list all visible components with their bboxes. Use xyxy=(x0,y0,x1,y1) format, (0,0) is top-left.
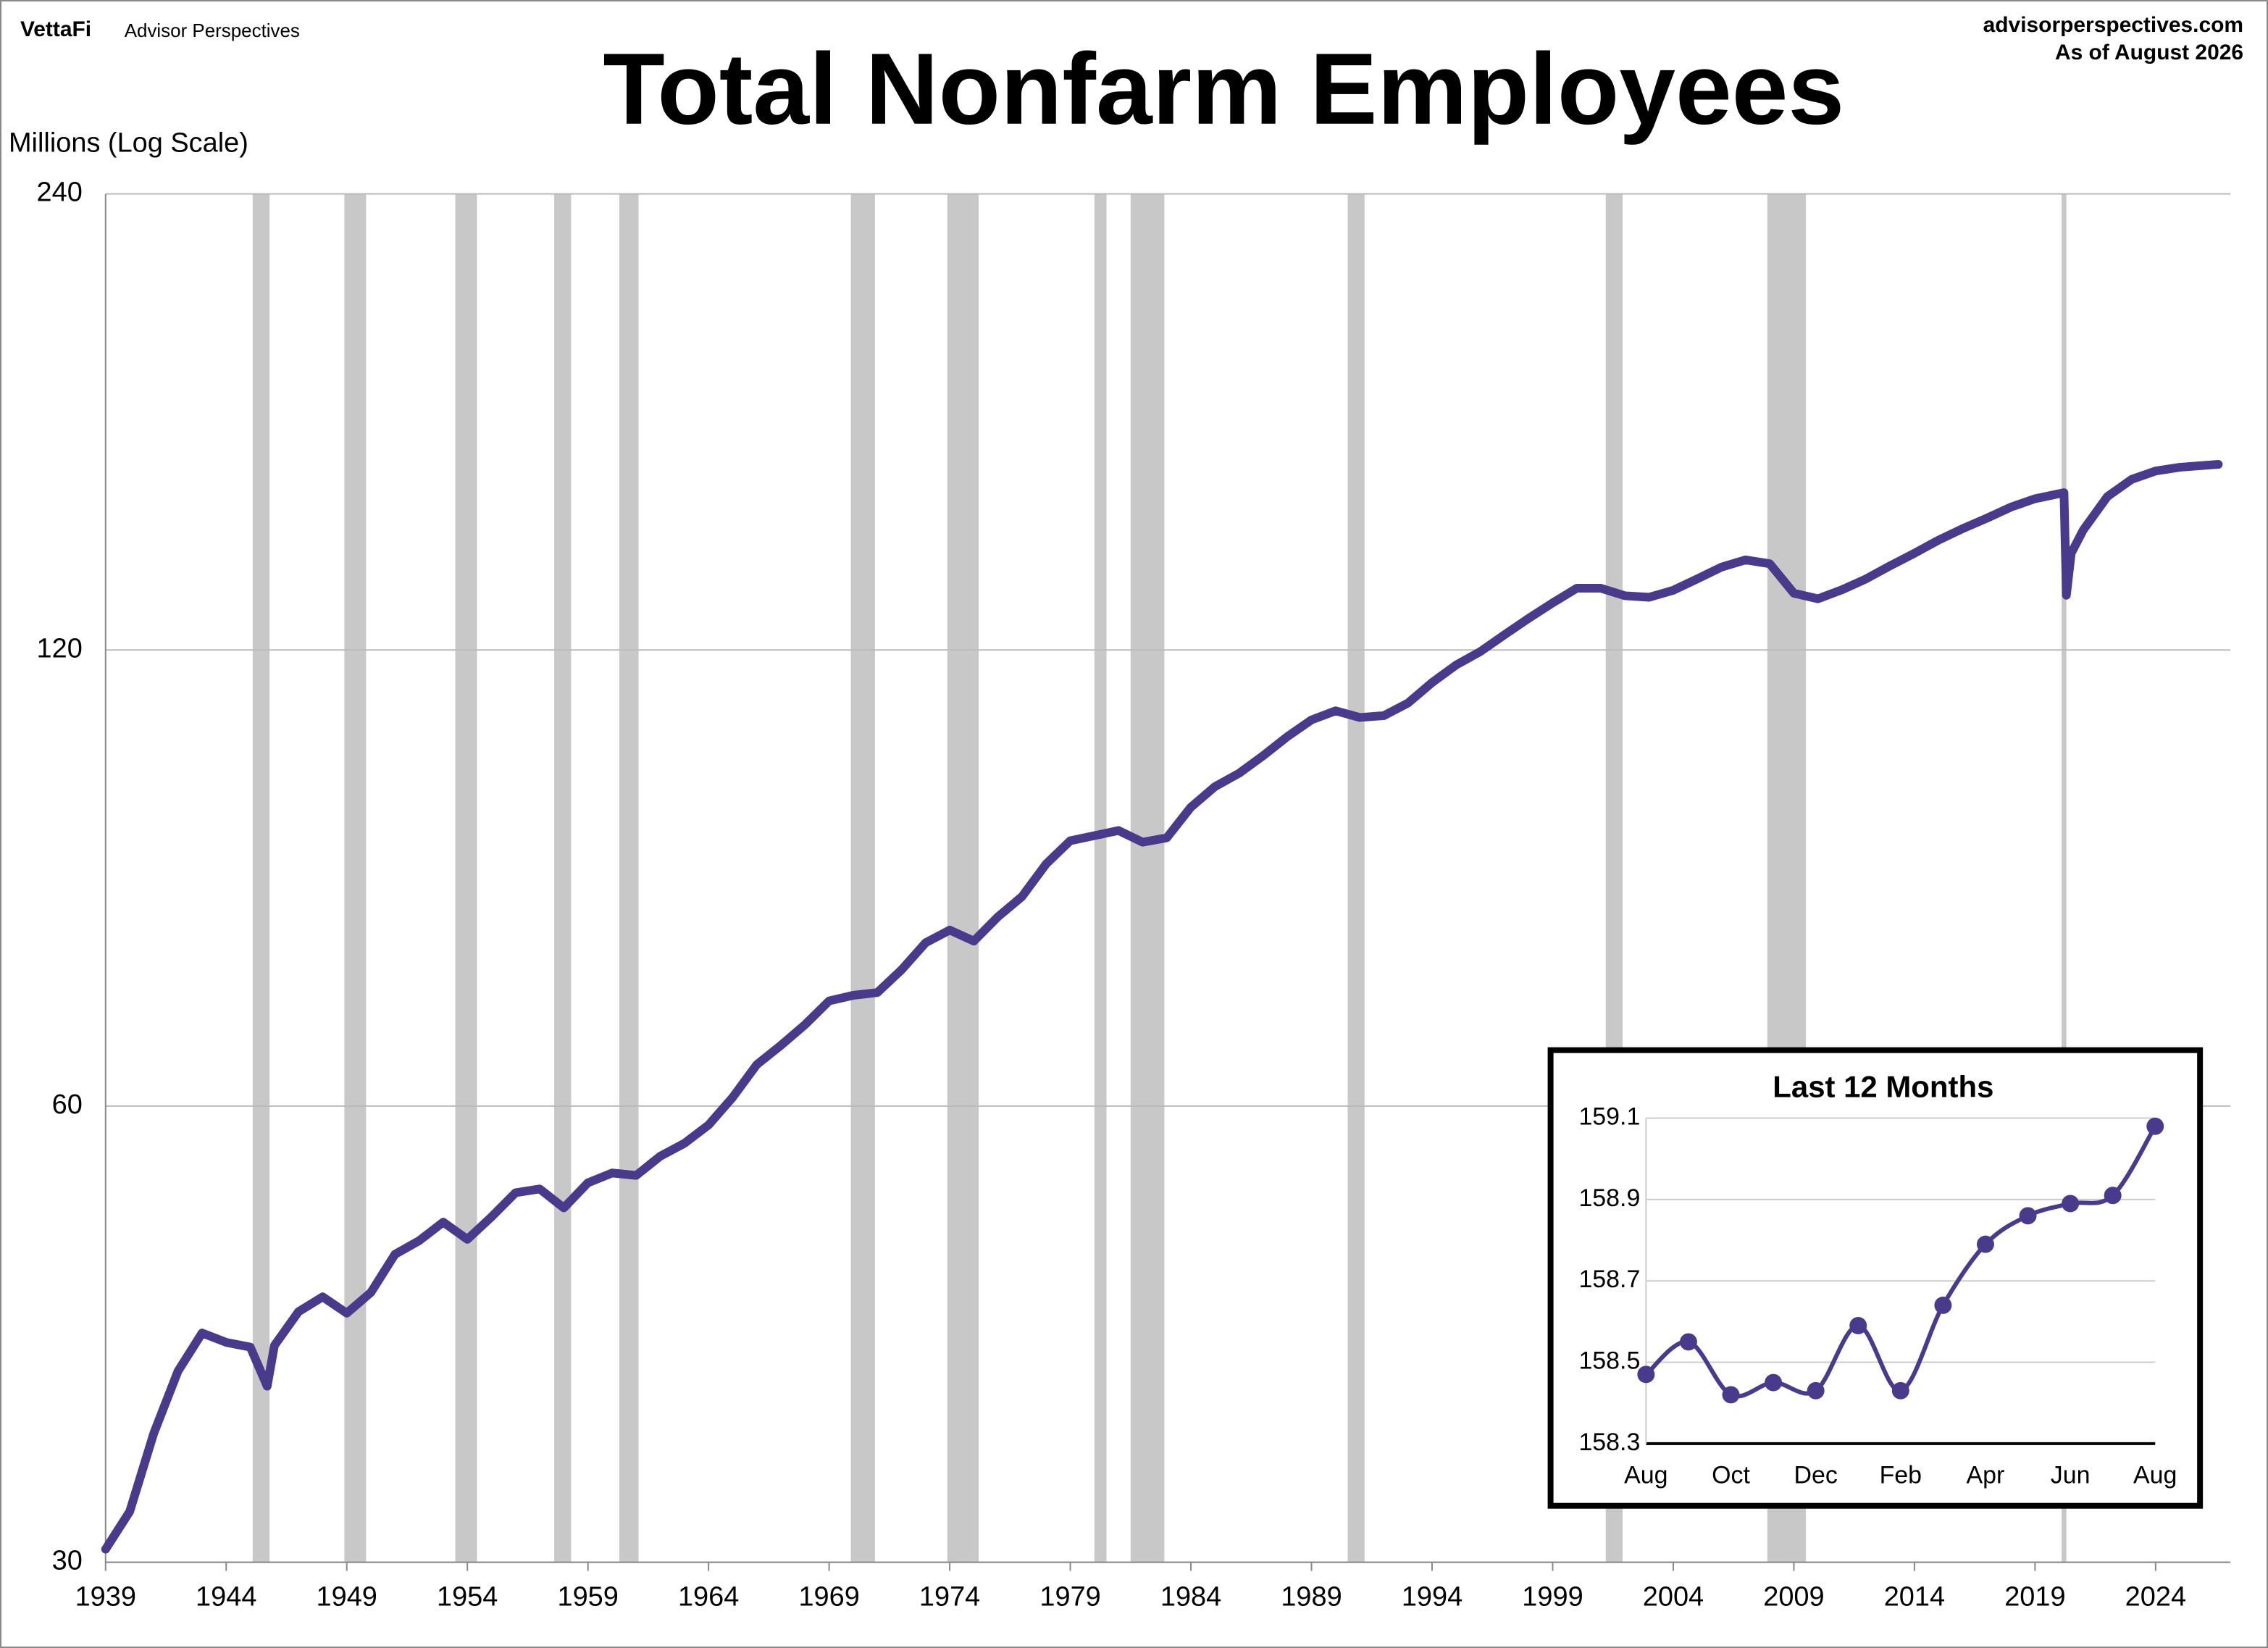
data-line xyxy=(101,460,2223,1554)
x-tick-label: 1939 xyxy=(75,1582,136,1613)
x-tick-label: 1984 xyxy=(1160,1582,1221,1613)
y-tick-label: 159.1 xyxy=(1578,1103,1640,1131)
recession-band xyxy=(2062,193,2067,1563)
x-tick-label: 1999 xyxy=(1522,1582,1583,1613)
data-point xyxy=(1637,1365,1655,1384)
x-tick-label: 2024 xyxy=(2125,1582,2186,1613)
recession-band xyxy=(619,193,639,1563)
x-tick-label: Oct xyxy=(1712,1462,1750,1489)
x-tick-label: 1954 xyxy=(437,1582,498,1613)
x-tick-label: 1964 xyxy=(678,1582,739,1613)
site: advisorperspectives.com xyxy=(1983,13,2243,37)
x-tick-label: Jun xyxy=(2051,1462,2091,1489)
x-tick-label: 1979 xyxy=(1039,1582,1100,1613)
data-point xyxy=(2019,1207,2037,1225)
recession-band xyxy=(455,193,477,1563)
x-tick-label: Dec xyxy=(1794,1462,1837,1489)
data-point xyxy=(1807,1381,1825,1400)
x-tick-label: 1974 xyxy=(919,1582,980,1613)
y-tick-label: 158.7 xyxy=(1578,1266,1640,1293)
data-point xyxy=(1849,1316,1867,1334)
data-point xyxy=(2146,1117,2164,1135)
x-tick-label: Aug xyxy=(2133,1462,2177,1489)
chart-title: Total Nonfarm Employees xyxy=(603,32,1844,146)
recession-band xyxy=(554,193,572,1563)
x-tick-label: 1959 xyxy=(557,1582,618,1613)
recession-band xyxy=(1130,193,1165,1563)
data-point xyxy=(1722,1386,1740,1404)
inset-box xyxy=(1547,1047,2204,1509)
x-tick-label: Aug xyxy=(1624,1462,1667,1489)
inset-title: Last 12 Months xyxy=(1773,1070,1993,1104)
x-tick-label: 1949 xyxy=(317,1582,377,1613)
x-tick-label: 1989 xyxy=(1281,1582,1342,1613)
y-axis-label: Millions (Log Scale) xyxy=(9,128,248,159)
y-tick-label: 240 xyxy=(37,177,83,208)
x-tick-label: Apr xyxy=(1967,1462,2005,1489)
recession-band xyxy=(252,193,270,1563)
x-tick-label: 2009 xyxy=(1763,1582,1824,1613)
recession-band xyxy=(1347,193,1365,1563)
data-point xyxy=(1976,1235,1994,1253)
brand: VettaFi xyxy=(20,17,91,41)
x-tick-label: Feb xyxy=(1880,1462,1922,1489)
x-tick-label: 1969 xyxy=(798,1582,859,1613)
y-tick-label: 30 xyxy=(52,1546,83,1576)
y-tick-label: 158.3 xyxy=(1578,1429,1640,1456)
recession-band xyxy=(344,193,367,1563)
recession-band xyxy=(947,193,979,1563)
data-point xyxy=(1679,1333,1697,1351)
x-tick-label: 1944 xyxy=(196,1582,256,1613)
data-point xyxy=(2062,1195,2080,1213)
data-point xyxy=(2104,1187,2122,1205)
y-tick-label: 120 xyxy=(37,633,83,664)
data-point xyxy=(1891,1381,1909,1400)
y-tick-label: 158.9 xyxy=(1578,1184,1640,1212)
y-tick-label: 158.5 xyxy=(1578,1347,1640,1374)
recession-band xyxy=(1094,193,1107,1563)
x-tick-label: 2019 xyxy=(2004,1582,2065,1613)
x-tick-label: 2004 xyxy=(1643,1582,1704,1613)
inset-plot: 158.3 158.5 158.7 158.9 159.1 Aug Oct Dec Feb Apr… xyxy=(1578,1103,2177,1489)
recession-band xyxy=(850,193,875,1563)
x-tick-label: 2014 xyxy=(1884,1582,1945,1613)
as-of: As of August 2026 xyxy=(2055,41,2243,64)
x-tick-label: 1994 xyxy=(1402,1582,1463,1613)
data-point xyxy=(1765,1373,1783,1392)
data-point xyxy=(1934,1296,1952,1314)
y-tick-label: 60 xyxy=(52,1089,83,1120)
brand-sub: Advisor Perspectives xyxy=(125,21,300,41)
